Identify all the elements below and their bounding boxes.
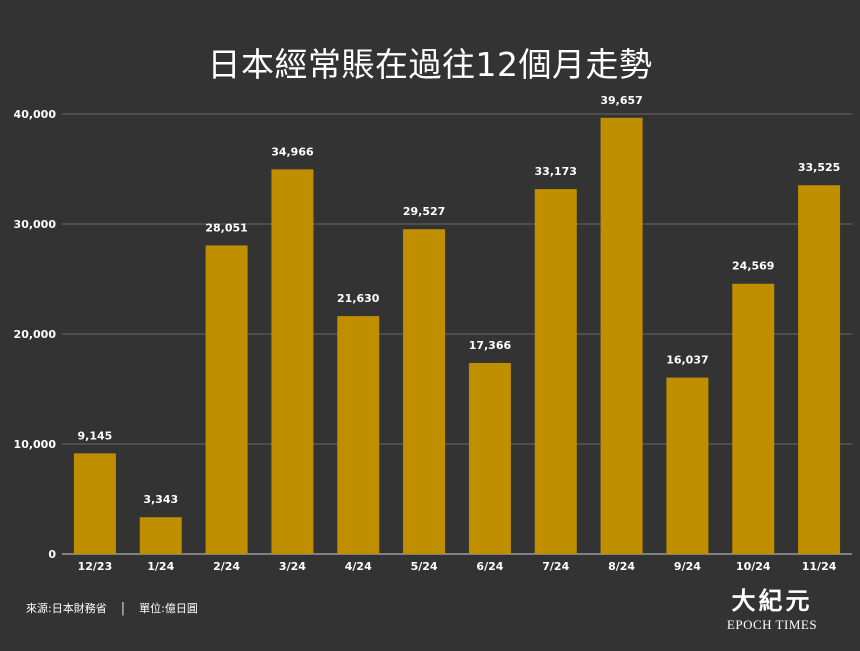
source-label: 來源:日本財務省 [26, 602, 107, 615]
x-tick-label: 1/24 [147, 560, 174, 573]
y-tick-label: 30,000 [14, 218, 57, 231]
data-label: 17,366 [469, 339, 512, 352]
x-tick-label: 6/24 [476, 560, 503, 573]
data-label: 3,343 [143, 493, 178, 506]
data-label: 34,966 [271, 145, 314, 158]
x-tick-label: 3/24 [279, 560, 306, 573]
logo-chinese: 大紀元 [731, 586, 813, 615]
data-label: 24,569 [732, 260, 774, 273]
bar [798, 185, 841, 554]
y-tick-label: 0 [48, 548, 56, 561]
data-label: 16,037 [666, 354, 708, 367]
data-label: 28,051 [205, 221, 247, 234]
epoch-times-logo: 大紀元 EPOCH TIMES [722, 588, 822, 633]
bar [600, 117, 643, 554]
x-tick-label: 12/23 [78, 560, 113, 573]
y-tick-label: 10,000 [14, 438, 57, 451]
footer: 來源:日本財務省 | 單位:億日圓 [26, 600, 198, 616]
logo-english: EPOCH TIMES [726, 617, 818, 632]
bar [403, 229, 446, 554]
unit-label: 單位:億日圓 [139, 602, 198, 615]
x-tick-label: 2/24 [213, 560, 240, 573]
bar-chart: 0 10,000 20,000 30,000 40,000 9,145 12/23 3,343… [14, 94, 852, 573]
data-label: 21,630 [337, 292, 380, 305]
bar [534, 189, 577, 555]
x-tick-label: 5/24 [411, 560, 438, 573]
bar [468, 362, 511, 554]
bar [666, 377, 709, 554]
data-label: 29,527 [403, 205, 445, 218]
bar [205, 245, 248, 554]
bar [271, 169, 314, 554]
bar [337, 316, 380, 554]
x-tick-label: 7/24 [542, 560, 569, 573]
bar [732, 283, 775, 554]
x-tick-label: 10/24 [736, 560, 771, 573]
bar [139, 517, 182, 554]
data-label: 39,657 [600, 94, 642, 107]
data-label: 33,525 [798, 161, 840, 174]
chart-title: 日本經常賬在過往12個月走勢 [207, 45, 653, 84]
footer-separator: | [120, 600, 126, 616]
data-label: 9,145 [78, 429, 113, 442]
y-tick-label: 40,000 [14, 108, 57, 121]
bar [73, 453, 116, 554]
x-tick-label: 11/24 [802, 560, 837, 573]
x-tick-label: 8/24 [608, 560, 635, 573]
x-tick-label: 4/24 [345, 560, 372, 573]
y-tick-label: 20,000 [14, 328, 57, 341]
data-label: 33,173 [535, 165, 577, 178]
x-tick-label: 9/24 [674, 560, 701, 573]
